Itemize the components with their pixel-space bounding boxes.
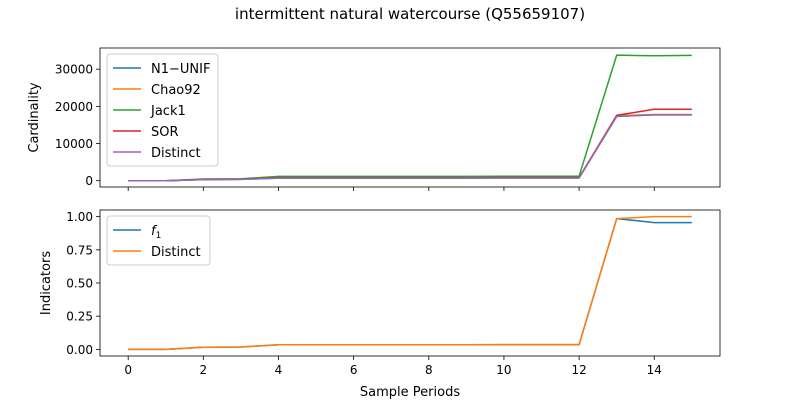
legend-box bbox=[106, 215, 211, 266]
bottom-chart-indicators: 0 2 4 6 8 10 12 14 0.00 0.25 0.50 0.75 1.00 Indicator… bbox=[39, 209, 721, 377]
legend-label: N1−UNIF bbox=[151, 62, 210, 77]
legend: f1 Distinct bbox=[106, 215, 211, 266]
y-tick-label: 0.25 bbox=[66, 310, 93, 324]
top-chart-cardinality: 0 10000 20000 30000 Cardinality N1−UNIF Chao92… bbox=[27, 47, 721, 191]
y-tick-label: 10000 bbox=[55, 137, 93, 151]
legend: N1−UNIF Chao92 Jack1 SOR Distinct bbox=[106, 53, 219, 167]
legend-label: Jack1 bbox=[150, 104, 186, 119]
y-tick-label: 30000 bbox=[55, 63, 93, 77]
legend-label: Distinct bbox=[151, 245, 201, 260]
y-tick-label: 0.75 bbox=[66, 243, 93, 257]
x-tick-label: 10 bbox=[496, 363, 511, 377]
x-tick-label: 2 bbox=[200, 363, 208, 377]
y-tick-label: 20000 bbox=[55, 100, 93, 114]
figure-title: intermittent natural watercourse (Q55659… bbox=[235, 5, 585, 23]
x-tick-label: 0 bbox=[124, 363, 132, 377]
x-tick-label: 8 bbox=[425, 363, 433, 377]
y-tick-label: 1.00 bbox=[66, 210, 93, 224]
y-axis-label: Cardinality bbox=[27, 82, 42, 153]
x-tick-label: 4 bbox=[275, 363, 283, 377]
x-tick-label: 12 bbox=[571, 363, 586, 377]
x-axis-label: Sample Periods bbox=[360, 385, 460, 400]
x-tick-label: 6 bbox=[350, 363, 358, 377]
series-line-distinct bbox=[128, 215, 692, 351]
legend-label: f1 bbox=[151, 224, 161, 241]
series-line-distinct bbox=[128, 114, 692, 182]
legend-label: Chao92 bbox=[151, 83, 201, 98]
legend-label: Distinct bbox=[151, 146, 201, 161]
x-tick-label: 14 bbox=[647, 363, 662, 377]
legend-box bbox=[106, 53, 219, 167]
plot-frame bbox=[99, 47, 721, 188]
series-line-f1 bbox=[128, 217, 692, 351]
legend-label: SOR bbox=[151, 125, 179, 140]
y-axis-label: Indicators bbox=[39, 251, 54, 315]
y-tick-label: 0.50 bbox=[66, 277, 93, 291]
y-tick-label: 0 bbox=[85, 174, 93, 188]
y-tick-label: 0.00 bbox=[66, 343, 93, 357]
